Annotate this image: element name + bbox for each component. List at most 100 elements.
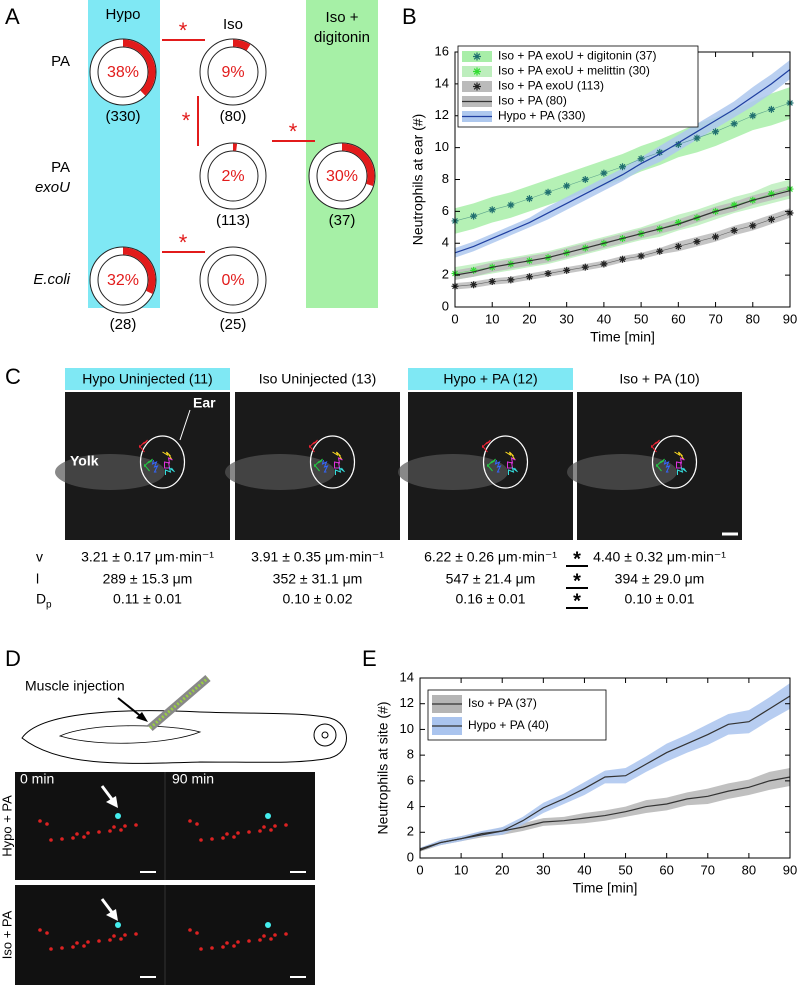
y-tick-label: 10: [435, 139, 449, 154]
donut-outline: [207, 254, 259, 306]
cell-dot: [108, 829, 112, 833]
cell-dot: [199, 947, 203, 951]
fish-eye-inner: [321, 731, 329, 739]
y-axis-title: Neutrophils at ear (#): [410, 114, 426, 246]
y-tick-label: 16: [435, 43, 449, 58]
y-tick-label: 8: [407, 747, 414, 762]
cell-dot: [38, 819, 42, 823]
cell-dot: [225, 941, 229, 945]
star-marker: [749, 222, 757, 230]
star-marker: [525, 273, 533, 281]
injection-label: Muscle injection: [25, 678, 125, 694]
star-marker: [507, 201, 515, 209]
legend-label: Iso + PA exoU + digitonin (37): [498, 49, 657, 63]
column-header: Iso: [223, 16, 243, 33]
star-marker: [767, 215, 775, 223]
cell-dot: [258, 938, 262, 942]
series-line: [454, 212, 791, 287]
time-label: 90 min: [172, 771, 214, 787]
star-marker: [470, 281, 478, 289]
cell-dot: [284, 823, 288, 827]
cell-dot: [269, 937, 273, 941]
donut-ring: [200, 247, 266, 313]
cell-track: [677, 466, 687, 475]
cell-track: [487, 458, 496, 472]
cell-dot: [262, 825, 266, 829]
injection-arrow: [117, 697, 144, 719]
y-tick-label: 6: [407, 772, 414, 787]
significance-star: *: [179, 230, 188, 255]
panel-label: D: [5, 646, 21, 671]
cell-dot: [188, 928, 192, 932]
legend-marker: [473, 52, 481, 61]
cell-dot: [269, 828, 273, 832]
cell-dot: [75, 832, 79, 836]
donut-arc: [232, 39, 251, 51]
x-tick-label: 50: [634, 311, 648, 326]
arrow-head: [136, 712, 148, 722]
image-title: Hypo Uninjected (11): [82, 371, 212, 387]
star-marker: [730, 201, 738, 209]
cell-dot: [60, 946, 64, 950]
ear-outline: [139, 435, 186, 489]
star-marker: [619, 163, 626, 171]
donut-count: (25): [220, 316, 247, 333]
star-marker: [693, 134, 701, 142]
cell-dot: [119, 937, 123, 941]
donut-count: (80): [220, 108, 247, 125]
x-tick-label: 40: [577, 862, 591, 877]
cell-dot: [221, 836, 225, 840]
donut-count: (330): [105, 108, 140, 125]
error-band: [420, 768, 790, 852]
cell-dot: [262, 934, 266, 938]
condition-label: Iso + PA: [0, 910, 14, 959]
cell-dot: [49, 838, 53, 842]
cell-dot: [60, 837, 64, 841]
cell-dot: [134, 823, 138, 827]
y-tick-label: 14: [435, 75, 449, 90]
cell-dot: [232, 944, 236, 948]
x-tick-label: 30: [559, 311, 573, 326]
star-marker: [507, 276, 515, 284]
donut-outline: [89, 38, 157, 106]
panel-label: A: [5, 4, 20, 29]
x-tick-label: 80: [742, 862, 756, 877]
donut-outline: [199, 246, 267, 314]
y-axis-title: Neutrophils at site (#): [375, 701, 391, 834]
fish-outline: [21, 710, 347, 764]
cell-track: [165, 466, 175, 475]
donut-arc: [122, 247, 156, 294]
metric-value: 0.11 ± 0.01: [113, 591, 182, 607]
x-tick-label: 30: [536, 862, 550, 877]
cell-dot: [75, 941, 79, 945]
x-tick-label: 20: [495, 862, 509, 877]
cell-dot: [112, 934, 116, 938]
series-line: [419, 695, 791, 850]
cell-track: [144, 458, 153, 472]
cell-dot: [225, 832, 229, 836]
donut-outline: [316, 150, 368, 202]
cell-dot: [82, 835, 86, 839]
cell-dot: [195, 822, 199, 826]
donut-percent: 9%: [221, 64, 244, 81]
cell-dot: [195, 931, 199, 935]
column-header: Hypo: [105, 6, 140, 23]
donut-percent: 2%: [221, 168, 244, 185]
star-marker: [488, 278, 496, 285]
cell-track: [656, 458, 665, 472]
star-marker: [525, 195, 533, 203]
metric-value: 352 ± 31.1 μm: [273, 571, 363, 587]
x-tick-label: 50: [618, 862, 632, 877]
cell-dot-cyan: [115, 922, 121, 928]
x-tick-label: 80: [746, 311, 760, 326]
cell-track: [139, 439, 148, 453]
y-tick-label: 4: [407, 798, 414, 813]
donut-percent: 32%: [107, 272, 139, 289]
x-tick-label: 60: [671, 311, 685, 326]
x-axis-title: Time [min]: [590, 329, 655, 345]
cell-dot: [284, 932, 288, 936]
legend-marker: [473, 82, 481, 91]
error-band: [455, 208, 790, 290]
row-label: E.coli: [33, 271, 70, 288]
cell-dot: [86, 831, 90, 835]
